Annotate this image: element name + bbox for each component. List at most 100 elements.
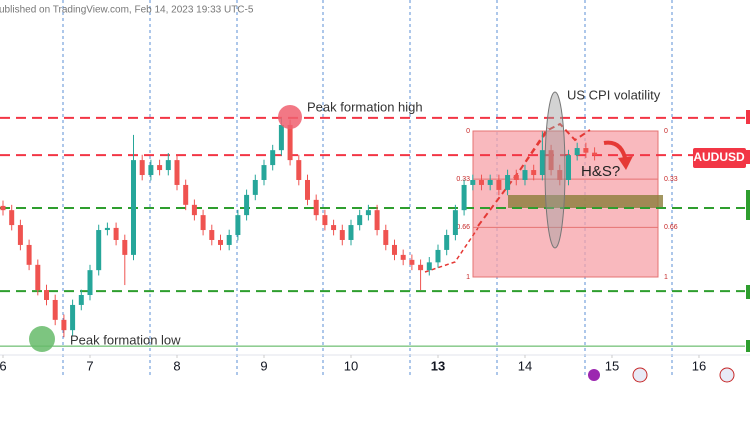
annotation: H&S? [581, 163, 620, 180]
candle-body [522, 170, 528, 180]
candle-body [26, 244, 32, 265]
candle-body [43, 290, 49, 300]
event-icon [719, 367, 735, 383]
candle-body [70, 304, 76, 331]
candle-body [252, 179, 258, 195]
candle-body [470, 179, 476, 185]
candle-body [435, 249, 441, 263]
candle-body [191, 204, 197, 216]
x-tick-label: 8 [173, 358, 180, 373]
candle-body [61, 319, 67, 331]
down-arrow-head [618, 156, 633, 170]
candle-body [400, 254, 406, 260]
hs-outline [477, 122, 591, 227]
candle-body [574, 148, 580, 156]
candle-body [531, 170, 537, 176]
edge-marker [746, 340, 750, 352]
x-tick-label: 16 [692, 358, 706, 373]
x-tick-label: 9 [260, 358, 267, 373]
fib-label: 0 [466, 128, 470, 135]
symbol-badge [693, 148, 746, 168]
event-icon [588, 369, 600, 381]
candle-body [96, 230, 102, 271]
candle-body [487, 179, 493, 185]
peak-low-marker [29, 326, 55, 352]
candle-body [104, 227, 110, 231]
cpi-ellipse [544, 91, 566, 249]
x-tick-label: 14 [518, 358, 532, 373]
candle-body [505, 175, 511, 190]
candle-body [209, 230, 215, 240]
fib-label: 0.66 [664, 224, 678, 231]
candle-body [278, 124, 284, 151]
candle-body [226, 235, 232, 245]
candle-body [174, 160, 180, 185]
candle-body [9, 210, 15, 226]
candle-body [17, 225, 23, 245]
trend-line [424, 227, 479, 273]
candle-body [348, 225, 354, 240]
edge-marker [746, 110, 750, 124]
event-icon [632, 367, 648, 383]
candle-body [130, 160, 136, 255]
candle-body [287, 124, 293, 161]
candle-body [78, 295, 84, 305]
candle-body [148, 165, 154, 176]
candle-body [444, 235, 450, 250]
x-tick-label: 15 [605, 358, 619, 373]
candle-body [261, 165, 267, 180]
candle-body [339, 230, 345, 240]
edge-marker [746, 150, 750, 164]
x-tick-label: 13 [431, 358, 445, 373]
candle-body [270, 150, 276, 166]
fib-label: 0.33 [456, 176, 470, 183]
support-zone [508, 195, 663, 208]
candle-body [200, 215, 206, 231]
candle-body [139, 160, 145, 176]
edge-marker [746, 190, 750, 220]
candle-body [539, 150, 545, 176]
candle-body [304, 179, 310, 200]
candle-body [157, 165, 163, 171]
candle-body [357, 215, 363, 226]
candle-body [35, 264, 41, 291]
candle-body [122, 239, 128, 255]
candle-body [452, 210, 458, 236]
candle-body [244, 194, 250, 216]
candle-body [548, 150, 554, 171]
candle-body [183, 184, 189, 205]
candle-body [426, 262, 432, 271]
edge-marker [746, 285, 750, 299]
candle-body [365, 210, 371, 216]
candle-body [557, 170, 563, 180]
candle-body [165, 160, 171, 171]
candle-body [331, 225, 337, 231]
fib-label: 1 [466, 274, 470, 281]
candle-body [592, 152, 598, 156]
candle-body [87, 270, 93, 296]
candle-body [0, 205, 6, 211]
candle-body [565, 155, 571, 180]
candle-body [52, 299, 58, 320]
x-tick-label: 7 [86, 358, 93, 373]
candle-body [296, 160, 302, 180]
candle-body [374, 210, 380, 231]
candle-body [391, 244, 397, 255]
candle-body [418, 264, 424, 271]
candle-body [383, 230, 389, 245]
fib-label: 0.66 [456, 224, 470, 231]
candle-body [217, 239, 223, 245]
x-tick-label: 6 [0, 358, 7, 373]
candle-body [235, 215, 241, 236]
candle-body [583, 148, 589, 153]
fib-label: 0.33 [664, 176, 678, 183]
symbol-label: AUDUSD [693, 150, 745, 164]
fib-label: 0 [664, 128, 668, 135]
candle-body [322, 215, 328, 226]
annotation: Peak formation low [70, 332, 181, 347]
candle-body [513, 175, 519, 180]
candle-body [478, 179, 484, 185]
annotation: US CPI volatility [567, 87, 661, 102]
candle-body [461, 184, 467, 211]
